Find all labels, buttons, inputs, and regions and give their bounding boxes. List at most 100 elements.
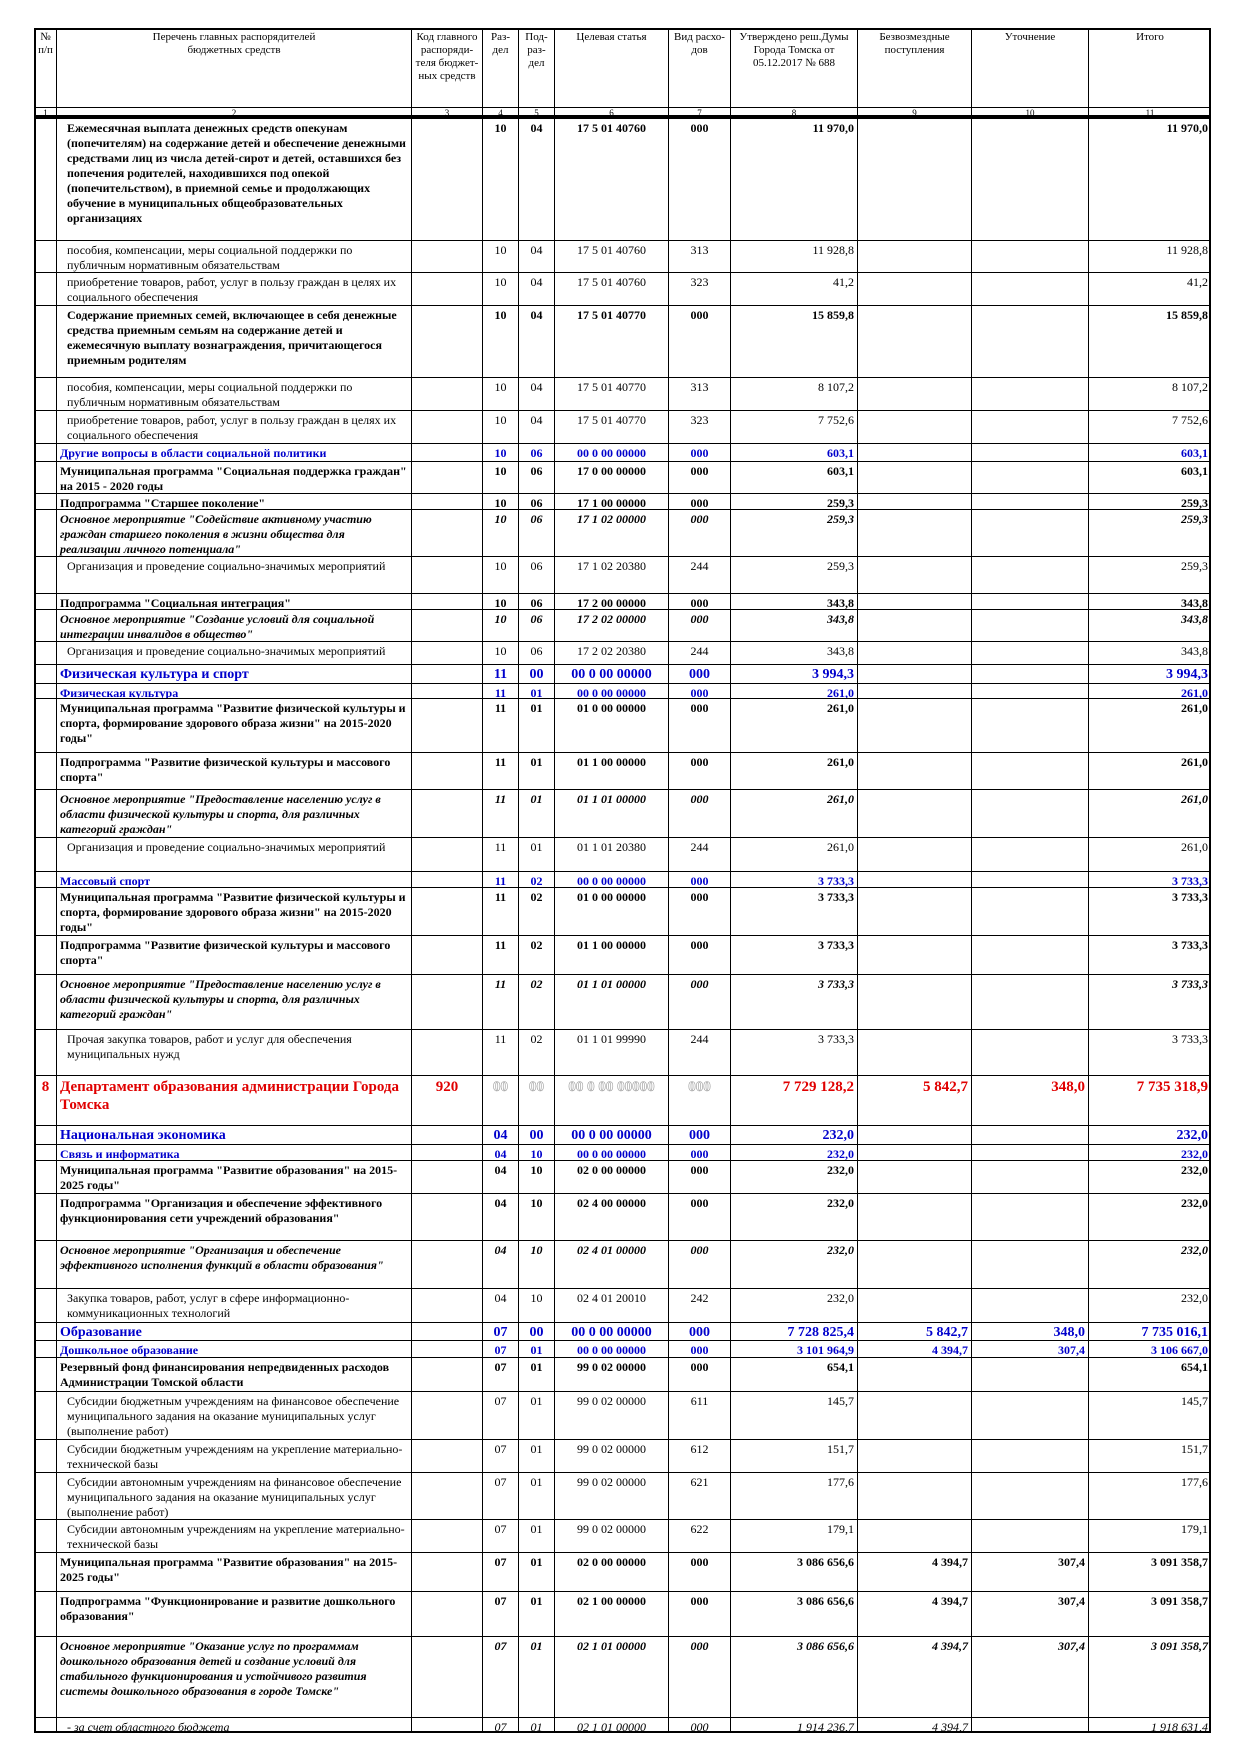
subsection: 01 xyxy=(518,752,554,789)
grants xyxy=(857,493,971,509)
subsection: 04 xyxy=(518,240,554,272)
target-item: 01 1 01 00000 xyxy=(554,974,668,1029)
approved-amount: 8 107,2 xyxy=(730,377,857,410)
column-number: 6 xyxy=(554,107,668,118)
total: 151,7 xyxy=(1088,1439,1211,1472)
expense-type: 000 xyxy=(668,974,730,1029)
total: 232,0 xyxy=(1088,1125,1211,1144)
approved-amount: 654,1 xyxy=(730,1357,857,1391)
adjustment xyxy=(971,1240,1088,1288)
recipient-code xyxy=(411,609,482,641)
total: 41,2 xyxy=(1088,272,1211,305)
recipient-name: пособия, компенсации, меры социальной по… xyxy=(56,240,411,272)
approved-amount: 145,7 xyxy=(730,1391,857,1439)
total: 3 733,3 xyxy=(1088,871,1211,887)
approved-amount: 232,0 xyxy=(730,1240,857,1288)
grants xyxy=(857,1240,971,1288)
total: 261,0 xyxy=(1088,837,1211,871)
adjustment: 307,4 xyxy=(971,1591,1088,1636)
grants xyxy=(857,1472,971,1519)
column-number: 4 xyxy=(482,107,518,118)
recipient-code xyxy=(411,305,482,377)
expense-type: 612 xyxy=(668,1439,730,1472)
section: 07 xyxy=(482,1519,518,1552)
recipient-name: Основное мероприятие "Создание условий д… xyxy=(56,609,411,641)
section: 11 xyxy=(482,887,518,935)
adjustment xyxy=(971,1472,1088,1519)
expense-type: 000 xyxy=(668,871,730,887)
recipient-name: Массовый спорт xyxy=(56,871,411,887)
recipient-code xyxy=(411,272,482,305)
adjustment xyxy=(971,1029,1088,1075)
section: 10 xyxy=(482,493,518,509)
total: 15 859,8 xyxy=(1088,305,1211,377)
grants xyxy=(857,272,971,305)
approved-amount: 261,0 xyxy=(730,683,857,698)
subsection: 10 xyxy=(518,1240,554,1288)
subsection: 01 xyxy=(518,789,554,837)
total: 7 735 016,1 xyxy=(1088,1322,1211,1340)
recipient-name: Основное мероприятие "Содействие активно… xyxy=(56,509,411,556)
recipient-code xyxy=(411,410,482,443)
recipient-name: Подпрограмма "Организация и обеспечение … xyxy=(56,1193,411,1240)
target-item: 01 1 00 00000 xyxy=(554,752,668,789)
approved-amount: 232,0 xyxy=(730,1125,857,1144)
grants xyxy=(857,443,971,461)
total: 259,3 xyxy=(1088,493,1211,509)
total: 11 970,0 xyxy=(1088,118,1211,240)
section: 10 xyxy=(482,641,518,664)
recipient-code xyxy=(411,664,482,683)
total: 654,1 xyxy=(1088,1357,1211,1391)
total: 259,3 xyxy=(1088,556,1211,593)
section: 11 xyxy=(482,664,518,683)
total: 343,8 xyxy=(1088,641,1211,664)
recipient-code xyxy=(411,240,482,272)
section: 10 xyxy=(482,410,518,443)
grants xyxy=(857,752,971,789)
section: 07 xyxy=(482,1472,518,1519)
expense-type: 000 xyxy=(668,1340,730,1357)
expense-type: 244 xyxy=(668,641,730,664)
subsection: 10 xyxy=(518,1193,554,1240)
recipient-name: Связь и информатика xyxy=(56,1144,411,1160)
section: 11 xyxy=(482,789,518,837)
grants xyxy=(857,1391,971,1439)
row-number xyxy=(34,410,56,443)
expense-type: 000 xyxy=(668,461,730,493)
total: 7 735 318,9 xyxy=(1088,1075,1211,1125)
target-item: 02 0 00 00000 xyxy=(554,1552,668,1591)
section: 11 xyxy=(482,698,518,752)
recipient-name: Муниципальная программа "Развитие физиче… xyxy=(56,887,411,935)
expense-type: 622 xyxy=(668,1519,730,1552)
target-item: 01 1 01 00000 xyxy=(554,789,668,837)
row-number xyxy=(34,1029,56,1075)
grants xyxy=(857,1519,971,1552)
recipient-name: Муниципальная программа "Развитие физиче… xyxy=(56,698,411,752)
subsection: 06 xyxy=(518,493,554,509)
target-item: 99 0 02 00000 xyxy=(554,1472,668,1519)
adjustment xyxy=(971,443,1088,461)
recipient-name: Резервный фонд финансирования непредвиде… xyxy=(56,1357,411,1391)
recipient-code xyxy=(411,1591,482,1636)
row-number xyxy=(34,1144,56,1160)
column-number: 7 xyxy=(668,107,730,118)
approved-amount: 151,7 xyxy=(730,1439,857,1472)
recipient-name: пособия, компенсации, меры социальной по… xyxy=(56,377,411,410)
recipient-code xyxy=(411,1029,482,1075)
section: 10 xyxy=(482,118,518,240)
adjustment: 348,0 xyxy=(971,1075,1088,1125)
expense-type: 000 xyxy=(668,683,730,698)
column-number: 1 xyxy=(34,107,56,118)
row-number xyxy=(34,789,56,837)
target-item: 00 0 00 00000 xyxy=(554,443,668,461)
adjustment xyxy=(971,593,1088,609)
row-number xyxy=(34,974,56,1029)
recipient-code xyxy=(411,789,482,837)
subsection: 01 xyxy=(518,1717,554,1733)
row-number xyxy=(34,1288,56,1322)
recipient-name: Подпрограмма "Социальная интеграция" xyxy=(56,593,411,609)
recipient-name: Содержание приемных семей, включающее в … xyxy=(56,305,411,377)
approved-amount: 261,0 xyxy=(730,752,857,789)
section: 07 xyxy=(482,1636,518,1717)
